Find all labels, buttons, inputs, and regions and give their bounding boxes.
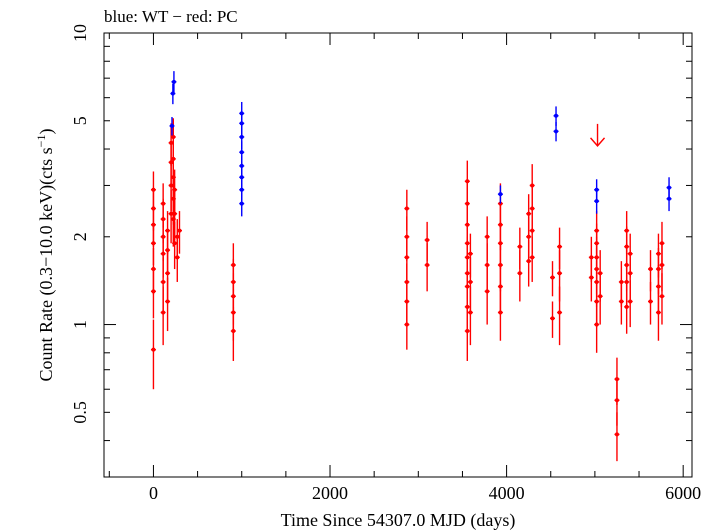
- data-point: [648, 299, 653, 304]
- data-point: [667, 185, 672, 190]
- y-tick-label: 2: [70, 232, 90, 241]
- data-point: [151, 347, 156, 352]
- data-point: [656, 251, 661, 256]
- data-point: [594, 187, 599, 192]
- data-point: [557, 271, 562, 276]
- data-point: [465, 179, 470, 184]
- data-point: [171, 134, 176, 139]
- y-tick-label: 5: [70, 116, 90, 125]
- x-axis: 0 2000 4000 6000: [108, 33, 701, 503]
- upper-limit-arrow: [590, 123, 606, 147]
- data-point: [598, 271, 603, 276]
- y-axis-title: Count Rate (0.3−10.0 keV)(cts s−1): [34, 129, 57, 382]
- upper-limit-head: [590, 137, 606, 147]
- data-point: [231, 263, 236, 268]
- x-tick-label: 2000: [312, 483, 348, 503]
- y-tick-label: 10: [70, 24, 90, 42]
- y-axis: 0.5 1 2 5 10: [70, 24, 692, 478]
- data-point: [550, 316, 555, 321]
- data-point: [659, 294, 664, 299]
- data-point: [530, 255, 535, 260]
- data-point: [151, 187, 156, 192]
- data-point: [550, 275, 555, 280]
- data-point: [557, 310, 562, 315]
- plot-frame: [103, 32, 693, 478]
- y-axis-title-close: ): [36, 129, 57, 135]
- y-tick-label: 1: [70, 320, 90, 329]
- data-point: [517, 271, 522, 276]
- x-tick-label: 4000: [489, 483, 525, 503]
- y-axis-title-superscript: −1: [34, 135, 48, 148]
- data-point: [425, 263, 430, 268]
- data-point: [161, 201, 166, 206]
- data-point: [165, 228, 170, 233]
- chart-title: blue: WT − red: PC: [104, 7, 238, 26]
- data-point: [171, 79, 176, 84]
- data-point: [177, 228, 182, 233]
- data-point: [239, 163, 244, 168]
- data-point: [239, 134, 244, 139]
- data-point: [175, 234, 180, 239]
- data-point: [172, 187, 177, 192]
- data-point: [517, 244, 522, 249]
- x-axis-title: Time Since 54307.0 MJD (days): [281, 510, 516, 531]
- x-tick-label: 6000: [665, 483, 701, 503]
- x-tick-label: 0: [149, 483, 158, 503]
- data-point: [161, 279, 166, 284]
- data-point: [589, 255, 594, 260]
- data-point: [554, 113, 559, 118]
- data-point: [530, 183, 535, 188]
- data-point: [151, 267, 156, 272]
- data-point: [526, 211, 531, 216]
- data-point: [169, 211, 174, 216]
- data-point: [594, 228, 599, 233]
- data-point: [624, 228, 629, 233]
- data-point: [659, 241, 664, 246]
- data-point: [468, 251, 473, 256]
- data-point: [404, 234, 409, 239]
- data-point: [557, 244, 562, 249]
- data-point: [169, 140, 174, 145]
- data-point: [239, 150, 244, 155]
- data-point: [239, 201, 244, 206]
- data-point: [485, 263, 490, 268]
- data-point: [468, 279, 473, 284]
- data-point: [425, 237, 430, 242]
- data-point: [614, 377, 619, 382]
- data-point: [498, 192, 503, 197]
- data-points: [150, 71, 672, 462]
- data-point: [614, 432, 619, 437]
- y-axis-title-main: Count Rate (0.3−10.0 keV)(cts s: [36, 147, 57, 381]
- data-point: [239, 111, 244, 116]
- data-point: [169, 123, 174, 128]
- data-point: [404, 206, 409, 211]
- data-point: [628, 251, 633, 256]
- data-point: [172, 241, 177, 246]
- data-point: [619, 279, 624, 284]
- y-tick-label: 0.5: [70, 401, 90, 424]
- data-point: [554, 129, 559, 134]
- data-point: [485, 234, 490, 239]
- data-point: [648, 267, 653, 272]
